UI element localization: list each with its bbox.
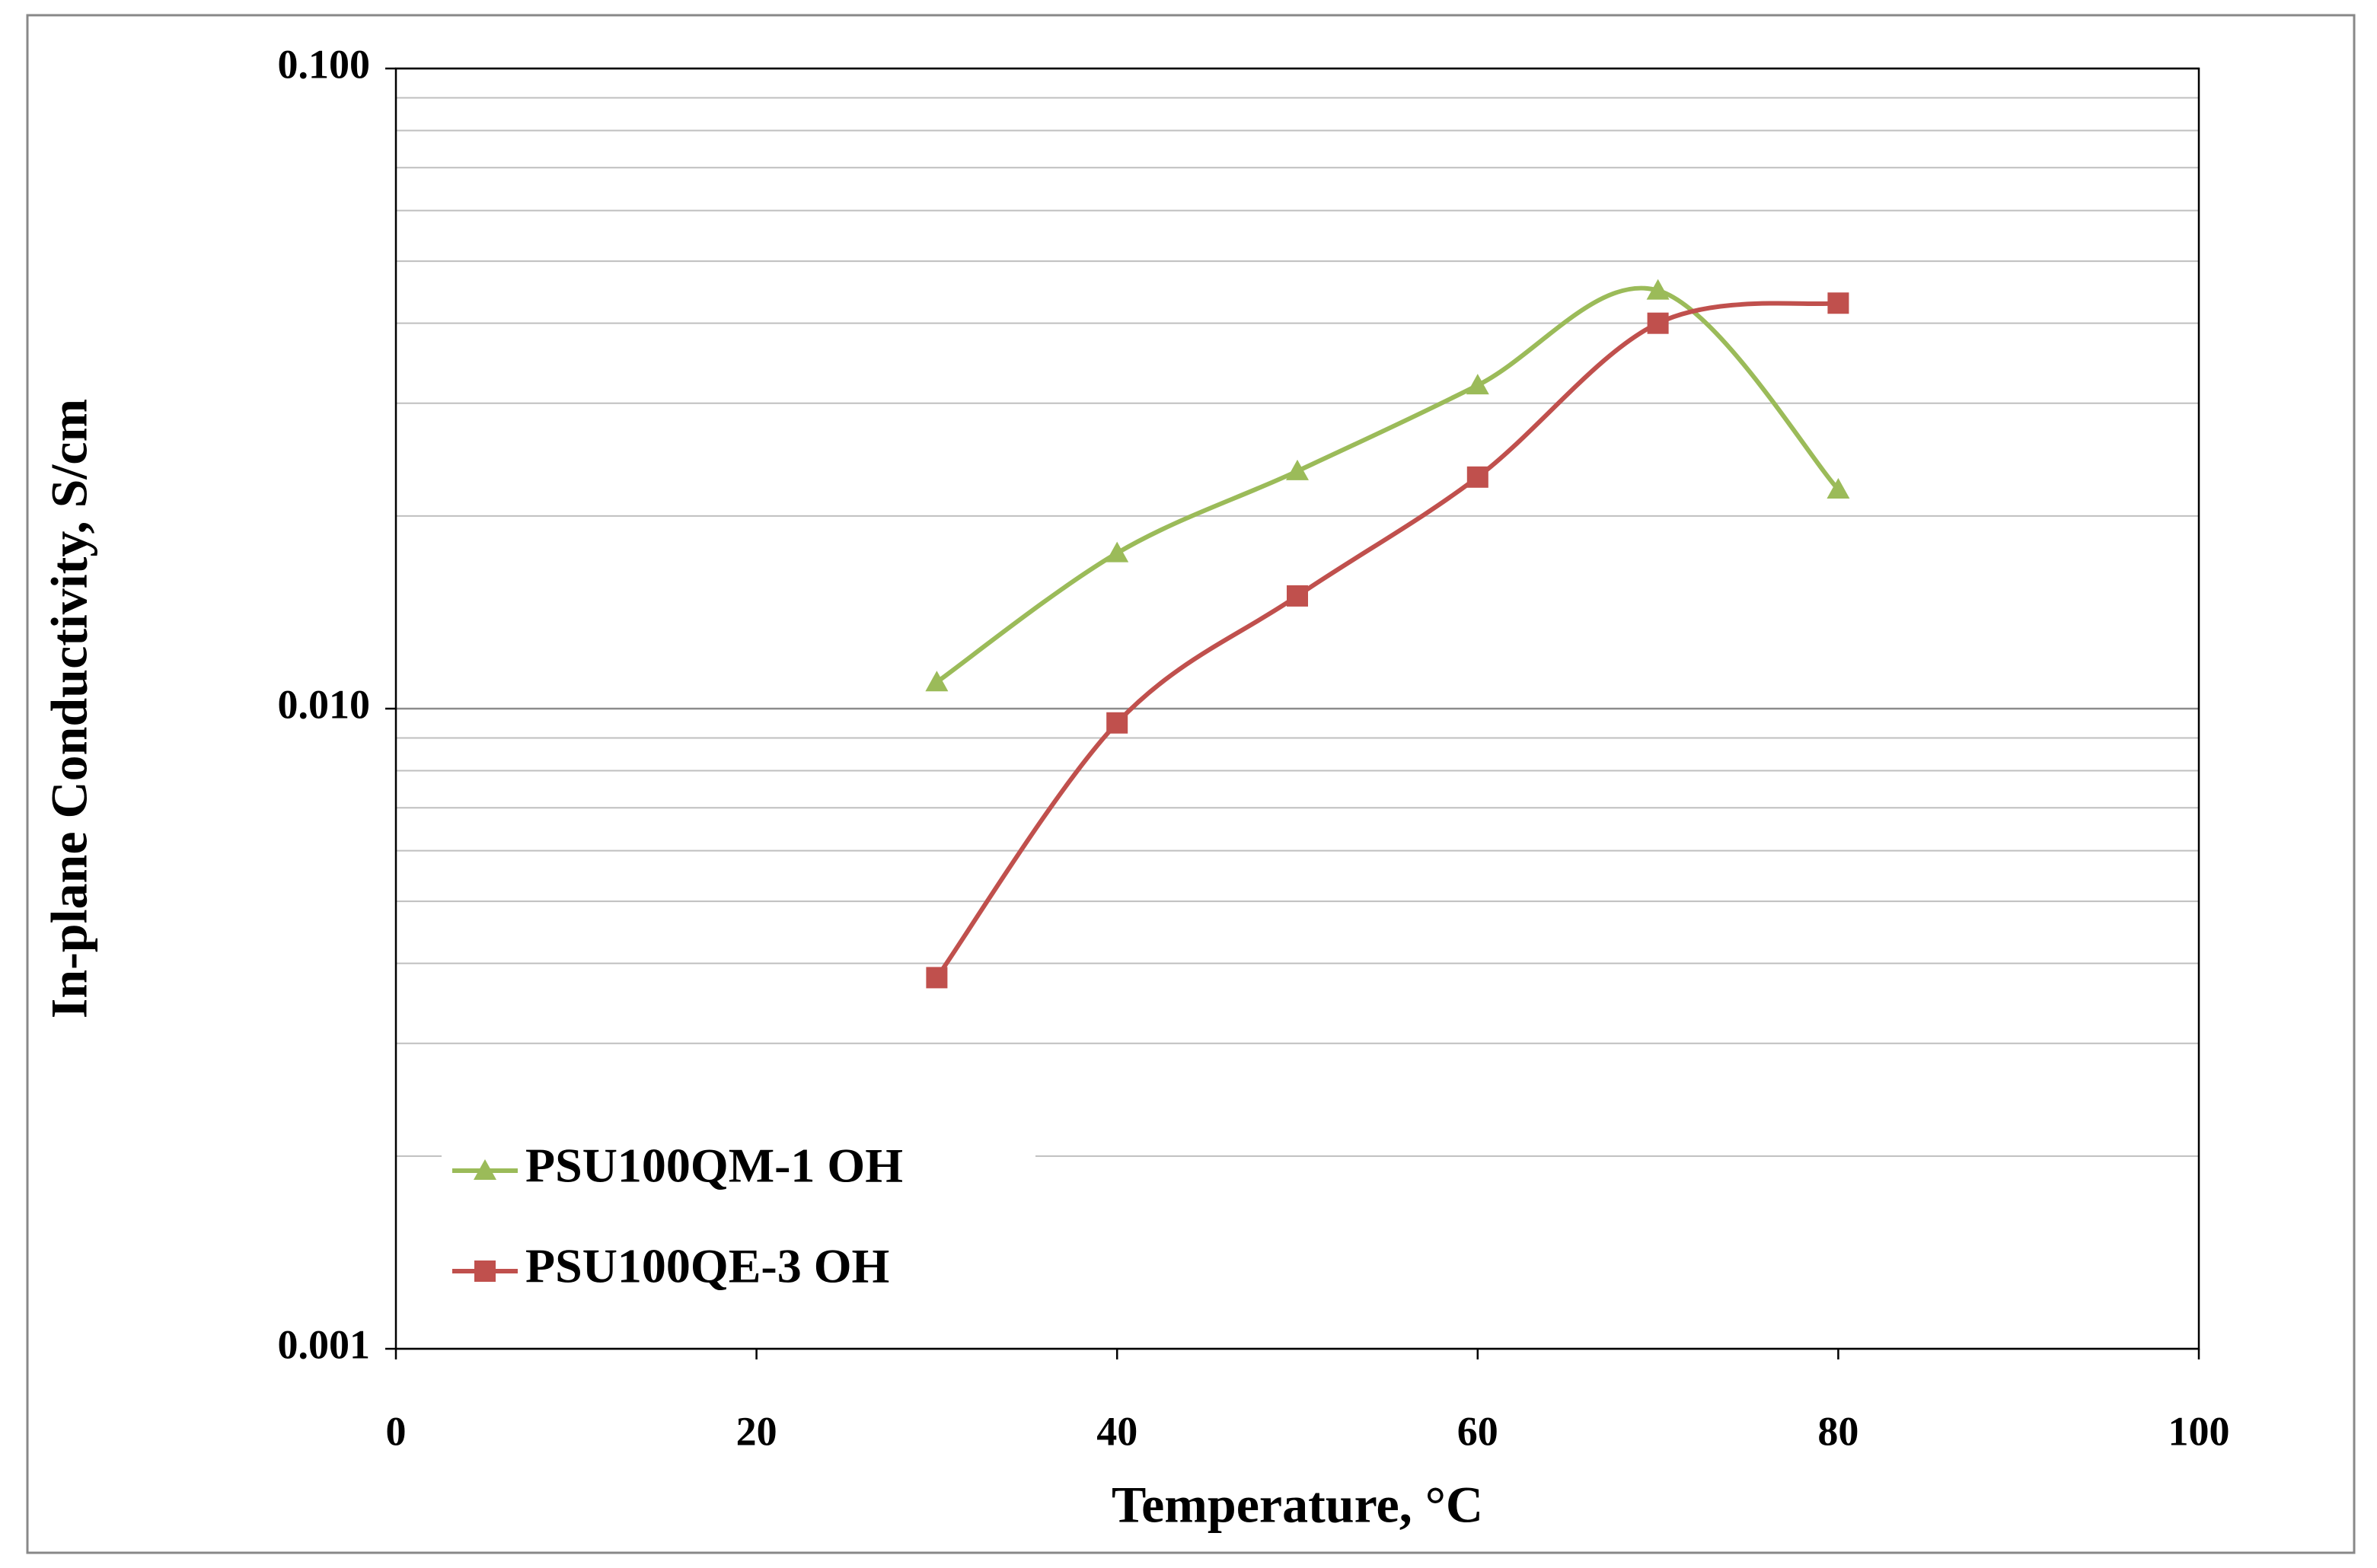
x-tick-label: 80 — [1817, 1408, 1859, 1454]
x-axis-title: Temperature, °C — [1112, 1476, 1483, 1534]
y-tick-label: 0.001 — [278, 1321, 371, 1367]
marker — [1647, 312, 1669, 334]
y-tick-label: 0.100 — [278, 41, 371, 87]
chart-frame — [26, 14, 2356, 1554]
marker — [1646, 279, 1670, 300]
x-tick-label: 100 — [2168, 1408, 2230, 1454]
marker — [1286, 459, 1309, 480]
marker — [1827, 478, 1850, 499]
x-tick-label: 0 — [386, 1408, 407, 1454]
marker — [1106, 712, 1128, 734]
marker — [925, 671, 949, 692]
x-tick-label: 40 — [1096, 1408, 1137, 1454]
x-tick-label: 60 — [1457, 1408, 1498, 1454]
marker — [1466, 466, 1488, 488]
x-tick-label: 20 — [736, 1408, 777, 1454]
legend-label: PSU100QM-1 OH — [525, 1139, 903, 1193]
series-line — [935, 285, 1840, 684]
marker — [474, 1159, 496, 1180]
y-tick-label: 0.010 — [278, 681, 371, 727]
legend: PSU100QM-1 OH PSU100QE-3 OH — [442, 1128, 1035, 1318]
marker — [474, 1260, 496, 1282]
plot-border — [394, 67, 2200, 1350]
marker — [1287, 585, 1308, 607]
marker — [1827, 292, 1849, 314]
marker — [1106, 541, 1129, 563]
legend-label: PSU100QE-3 OH — [525, 1239, 889, 1293]
marker — [926, 967, 948, 989]
legend-box — [442, 1128, 1035, 1318]
marker — [1466, 374, 1489, 395]
y-axis-title: In-plane Conductivity, S/cm — [40, 399, 98, 1018]
